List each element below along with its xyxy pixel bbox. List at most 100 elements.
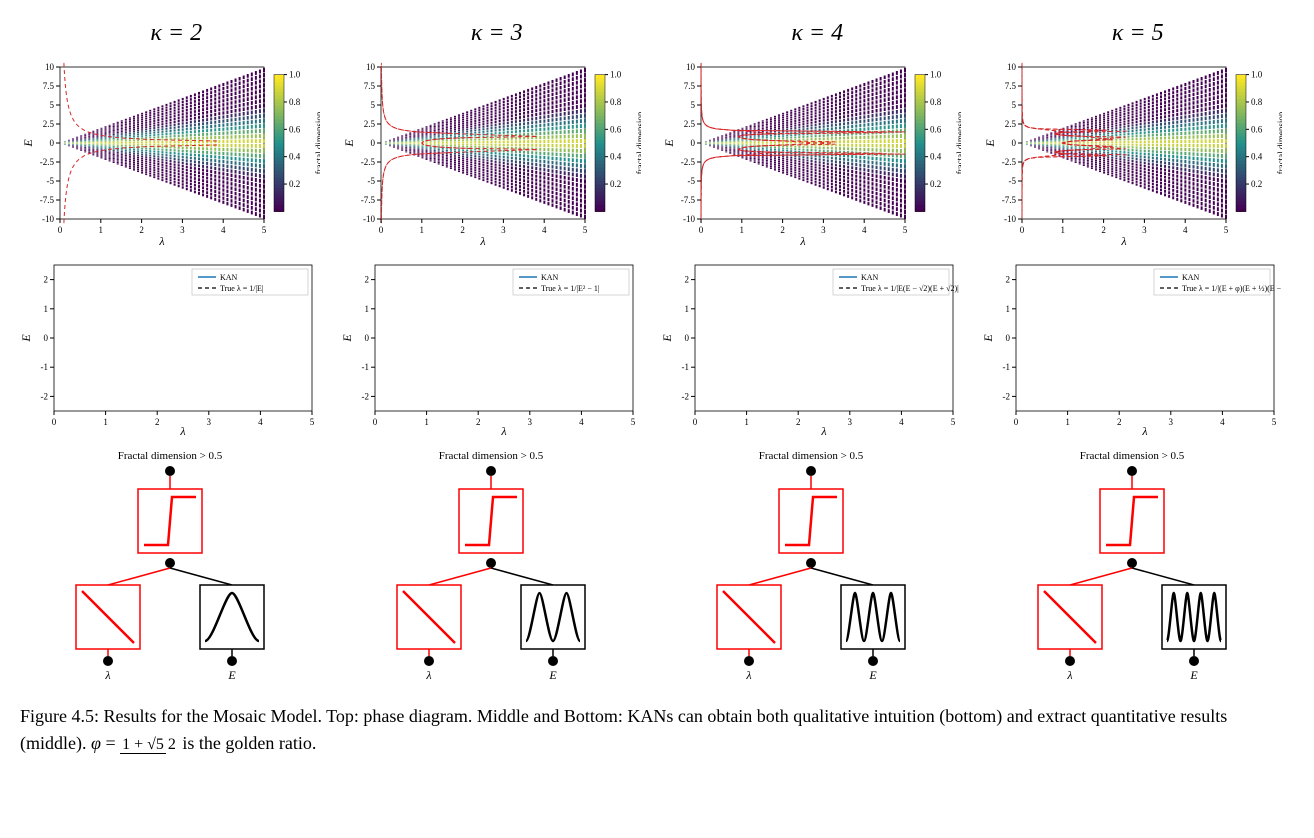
bottom-panel-k4: Fractal dimension > 0.5λE [661,445,974,685]
bottom-panel-k3: Fractal dimension > 0.5λE [341,445,654,685]
svg-text:0.4: 0.4 [930,152,942,162]
svg-text:0.6: 0.6 [930,124,942,134]
svg-text:3: 3 [180,225,185,235]
svg-text:-7.5: -7.5 [40,195,55,205]
svg-text:0.4: 0.4 [610,152,622,162]
kan-curve-k5: 012345-2-1012λEKANTrue λ = 1/|(E + φ)(E … [982,257,1282,437]
bottom-panel-k2: Fractal dimension > 0.5λE [20,445,333,685]
svg-text:-7.5: -7.5 [681,195,696,205]
svg-text:2: 2 [460,225,465,235]
mid-panel-k4: 012345-2-1012λEKANTrue λ = 1/|E(E − √2)(… [661,257,974,437]
top-panel-k5: 012345-10-7.5-5-2.502.557.510λE0.20.40.6… [982,59,1295,249]
svg-text:0.8: 0.8 [610,97,622,107]
svg-text:10: 10 [45,62,55,72]
top-panel-k4: 012345-10-7.5-5-2.502.557.510λE0.20.40.6… [661,59,974,249]
svg-text:1.0: 1.0 [610,70,622,80]
svg-text:5: 5 [370,100,375,110]
svg-text:0.2: 0.2 [930,179,941,189]
svg-text:5: 5 [582,225,587,235]
bottom-panel-k5: Fractal dimension > 0.5λE [982,445,1295,685]
svg-text:fractal dimension: fractal dimension [635,111,641,174]
mid-panel-k2: 012345-2-1012λEKANTrue λ = 1/|E| [20,257,333,437]
svg-text:3: 3 [821,225,826,235]
phase-diagram-k4: 012345-10-7.5-5-2.502.557.510λE0.20.40.6… [661,59,961,249]
caption-fignum: Figure 4.5: [20,706,99,726]
frac-denominator: 2 [166,736,178,753]
svg-text:7.5: 7.5 [684,81,696,91]
kan-curve-k2: 012345-2-1012λEKANTrue λ = 1/|E| [20,257,320,437]
svg-text:λ: λ [479,234,485,248]
svg-text:3: 3 [501,225,506,235]
svg-text:5: 5 [691,100,696,110]
svg-text:5: 5 [50,100,55,110]
svg-text:λ: λ [799,234,805,248]
kan-curve-k4: 012345-2-1012λEKANTrue λ = 1/|E(E − √2)(… [661,257,961,437]
svg-text:2.5: 2.5 [684,119,696,129]
caption-eq: = [101,733,120,753]
svg-text:-5: -5 [367,176,375,186]
svg-text:fractal dimension: fractal dimension [955,111,961,174]
svg-text:1.0: 1.0 [289,70,301,80]
top-panel-k2: 0 1 2 3 4 5 -10 -7.5 -5 -2.5 0 2.5 5 7.5 10 λ E 0.2 0.4 0.6… [20,59,333,249]
top-panel-k3: 012345-10-7.5-5-2.502.557.510λE0.20.40.6… [341,59,654,249]
mid-panel-k5: 012345-2-1012λEKANTrue λ = 1/|(E + φ)(E … [982,257,1295,437]
svg-text:2.5: 2.5 [43,119,55,129]
svg-text:1: 1 [99,225,104,235]
svg-text:0: 0 [50,138,55,148]
svg-text:2: 2 [780,225,785,235]
svg-text:0.8: 0.8 [930,97,942,107]
phase-diagram-k5: 012345-10-7.5-5-2.502.557.510λE0.20.40.6… [982,59,1282,249]
svg-text:-10: -10 [363,214,375,224]
svg-text:10: 10 [366,62,376,72]
column-title-k3: κ = 3 [341,20,654,47]
phase-diagram-k3: 012345-10-7.5-5-2.502.557.510λE0.20.40.6… [341,59,641,249]
svg-text:0.2: 0.2 [610,179,621,189]
column-title-k2: κ = 2 [20,20,333,47]
column-title-k5: κ = 5 [982,20,1295,47]
svg-text:E: E [21,139,35,148]
kan-tree-k5: Fractal dimension > 0.5λE [982,445,1282,685]
column-title-k4: κ = 4 [661,20,974,47]
svg-text:-10: -10 [683,214,695,224]
kan-curve-k3: 012345-2-1012λEKANTrue λ = 1/|E² − 1| [341,257,641,437]
svg-text:1.0: 1.0 [930,70,942,80]
caption-fraction: 1 + √52 [120,737,178,753]
svg-text:-2.5: -2.5 [681,157,696,167]
svg-text:2: 2 [139,225,144,235]
svg-text:0: 0 [370,138,375,148]
svg-text:-5: -5 [47,176,55,186]
svg-text:E: E [342,139,356,148]
svg-text:7.5: 7.5 [43,81,55,91]
figure-caption: Figure 4.5: Results for the Mosaic Model… [20,703,1280,757]
svg-text:fractal dimension: fractal dimension [314,111,320,174]
svg-text:0.4: 0.4 [289,152,301,162]
frac-numerator: 1 + √5 [120,736,166,754]
svg-text:7.5: 7.5 [363,81,375,91]
svg-text:0: 0 [691,138,696,148]
svg-text:5: 5 [262,225,267,235]
phase-diagram-k2: 0 1 2 3 4 5 -10 -7.5 -5 -2.5 0 2.5 5 7.5 10 λ E 0.2 0.4 0.6… [20,59,320,249]
svg-text:4: 4 [221,225,226,235]
svg-text:-2.5: -2.5 [40,157,55,167]
svg-text:-7.5: -7.5 [360,195,375,205]
svg-text:E: E [662,139,676,148]
svg-text:10: 10 [686,62,696,72]
caption-text-post: is the golden ratio. [178,733,316,753]
kan-tree-k2: Fractal dimension > 0.5λE [20,445,320,685]
svg-text:0.6: 0.6 [610,124,622,134]
svg-text:1: 1 [419,225,424,235]
svg-text:0: 0 [378,225,383,235]
svg-text:-5: -5 [688,176,696,186]
svg-text:0: 0 [58,225,63,235]
mid-panel-k3: 012345-2-1012λEKANTrue λ = 1/|E² − 1| [341,257,654,437]
svg-text:1: 1 [740,225,745,235]
svg-text:λ: λ [158,234,164,248]
svg-text:0.6: 0.6 [289,124,301,134]
svg-text:4: 4 [541,225,546,235]
svg-text:2.5: 2.5 [363,119,375,129]
svg-text:-10: -10 [42,214,54,224]
svg-text:0.2: 0.2 [289,179,300,189]
svg-text:4: 4 [862,225,867,235]
kan-tree-k4: Fractal dimension > 0.5λE [661,445,961,685]
kan-tree-k3: Fractal dimension > 0.5λE [341,445,641,685]
